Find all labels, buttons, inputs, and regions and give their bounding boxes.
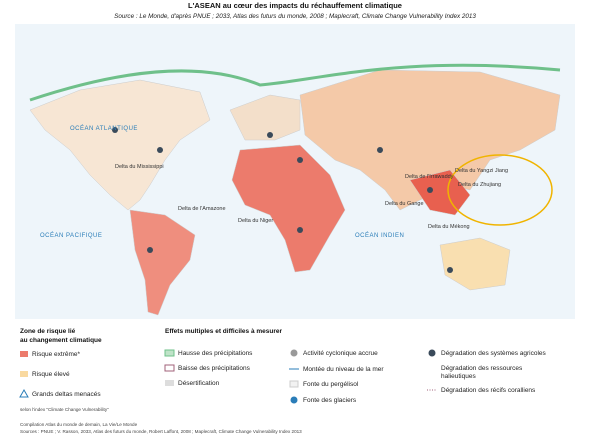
australia bbox=[439, 237, 511, 291]
africa bbox=[231, 144, 346, 273]
legend-swatch bbox=[19, 388, 29, 398]
map: OCÉAN ATLANTIQUE OCÉAN PACIFIQUE OCÉAN I… bbox=[15, 24, 575, 319]
legend-label: Dégradation des systèmes agricoles bbox=[441, 350, 547, 357]
delta-label: Delta du Niger bbox=[238, 218, 273, 224]
footnote: Sources : PNUE ; V. Rasson, 2033, Atlas … bbox=[20, 429, 302, 434]
delta-label: Delta de l'Irrawaddy bbox=[405, 174, 454, 180]
south-america bbox=[129, 209, 196, 316]
legend-label: Dégradation des récifs coralliens bbox=[441, 387, 536, 394]
delta-label: Delta du Mékong bbox=[428, 224, 470, 230]
delta-label: Delta de l'Amazone bbox=[178, 206, 226, 212]
ocean-label: OCÉAN PACIFIQUE bbox=[40, 232, 102, 239]
delta-label: Delta du Gange bbox=[385, 201, 424, 207]
europe bbox=[229, 94, 301, 141]
asean-outline bbox=[447, 154, 553, 226]
delta-label: Delta du Yangzi Jiang bbox=[455, 168, 508, 174]
legend-label: Baisse des précipitations bbox=[178, 365, 251, 372]
legend-label: Désertification bbox=[178, 380, 220, 387]
legend-label: Activité cyclonique accrue bbox=[303, 350, 378, 357]
legend-label: Risque extrême* bbox=[32, 351, 81, 358]
legend-label: Montée du niveau de la mer bbox=[303, 366, 384, 373]
legend-label: Dégradation des ressources bbox=[441, 365, 523, 372]
legend-label: Grands deltas menacés bbox=[32, 391, 101, 398]
legend-swatch bbox=[164, 349, 175, 357]
legend-heading: au changement climatique bbox=[20, 337, 102, 344]
footnote: Compilation Atlas du monde de demain, La… bbox=[20, 422, 138, 427]
legend-label: Hausse des précipitations bbox=[178, 350, 253, 357]
legend-icon bbox=[428, 349, 436, 357]
legend-icon bbox=[290, 396, 298, 404]
title: L'ASEAN au cœur des impacts du réchauffe… bbox=[188, 1, 402, 10]
delta-label: Delta du Zhujiang bbox=[458, 182, 501, 188]
source: Source : Le Monde, d'après PNUE ; 2033, … bbox=[114, 13, 476, 20]
legend-label: Fonte du pergélisol bbox=[303, 381, 359, 388]
legend-swatch bbox=[165, 380, 174, 386]
legend-swatch bbox=[164, 364, 175, 372]
legend-swatch bbox=[289, 380, 299, 388]
legend-label: Risque élevé bbox=[32, 371, 70, 378]
footnote: selon l'index "Climate Change Vulnerabil… bbox=[20, 407, 109, 412]
legend-swatch bbox=[20, 351, 28, 357]
legend-icon bbox=[290, 349, 298, 357]
ocean-label: OCÉAN ATLANTIQUE bbox=[70, 125, 138, 132]
delta-label: Delta du Mississippi bbox=[115, 164, 164, 170]
ocean-label: OCÉAN INDIEN bbox=[355, 232, 404, 239]
north-america bbox=[29, 79, 211, 211]
legend-label: halieutiques bbox=[441, 373, 476, 380]
south-east-asia bbox=[409, 169, 471, 216]
legend: Zone de risque lié au changement climati… bbox=[19, 328, 547, 404]
precipitation-rise-band bbox=[29, 63, 561, 102]
legend-swatch bbox=[20, 371, 28, 377]
legend-heading: Zone de risque lié bbox=[20, 328, 76, 335]
legend-label: Fonte des glaciers bbox=[303, 397, 357, 404]
legend-heading: Effets multiples et difficiles à mesurer bbox=[165, 328, 283, 335]
impact-icons bbox=[112, 127, 453, 273]
